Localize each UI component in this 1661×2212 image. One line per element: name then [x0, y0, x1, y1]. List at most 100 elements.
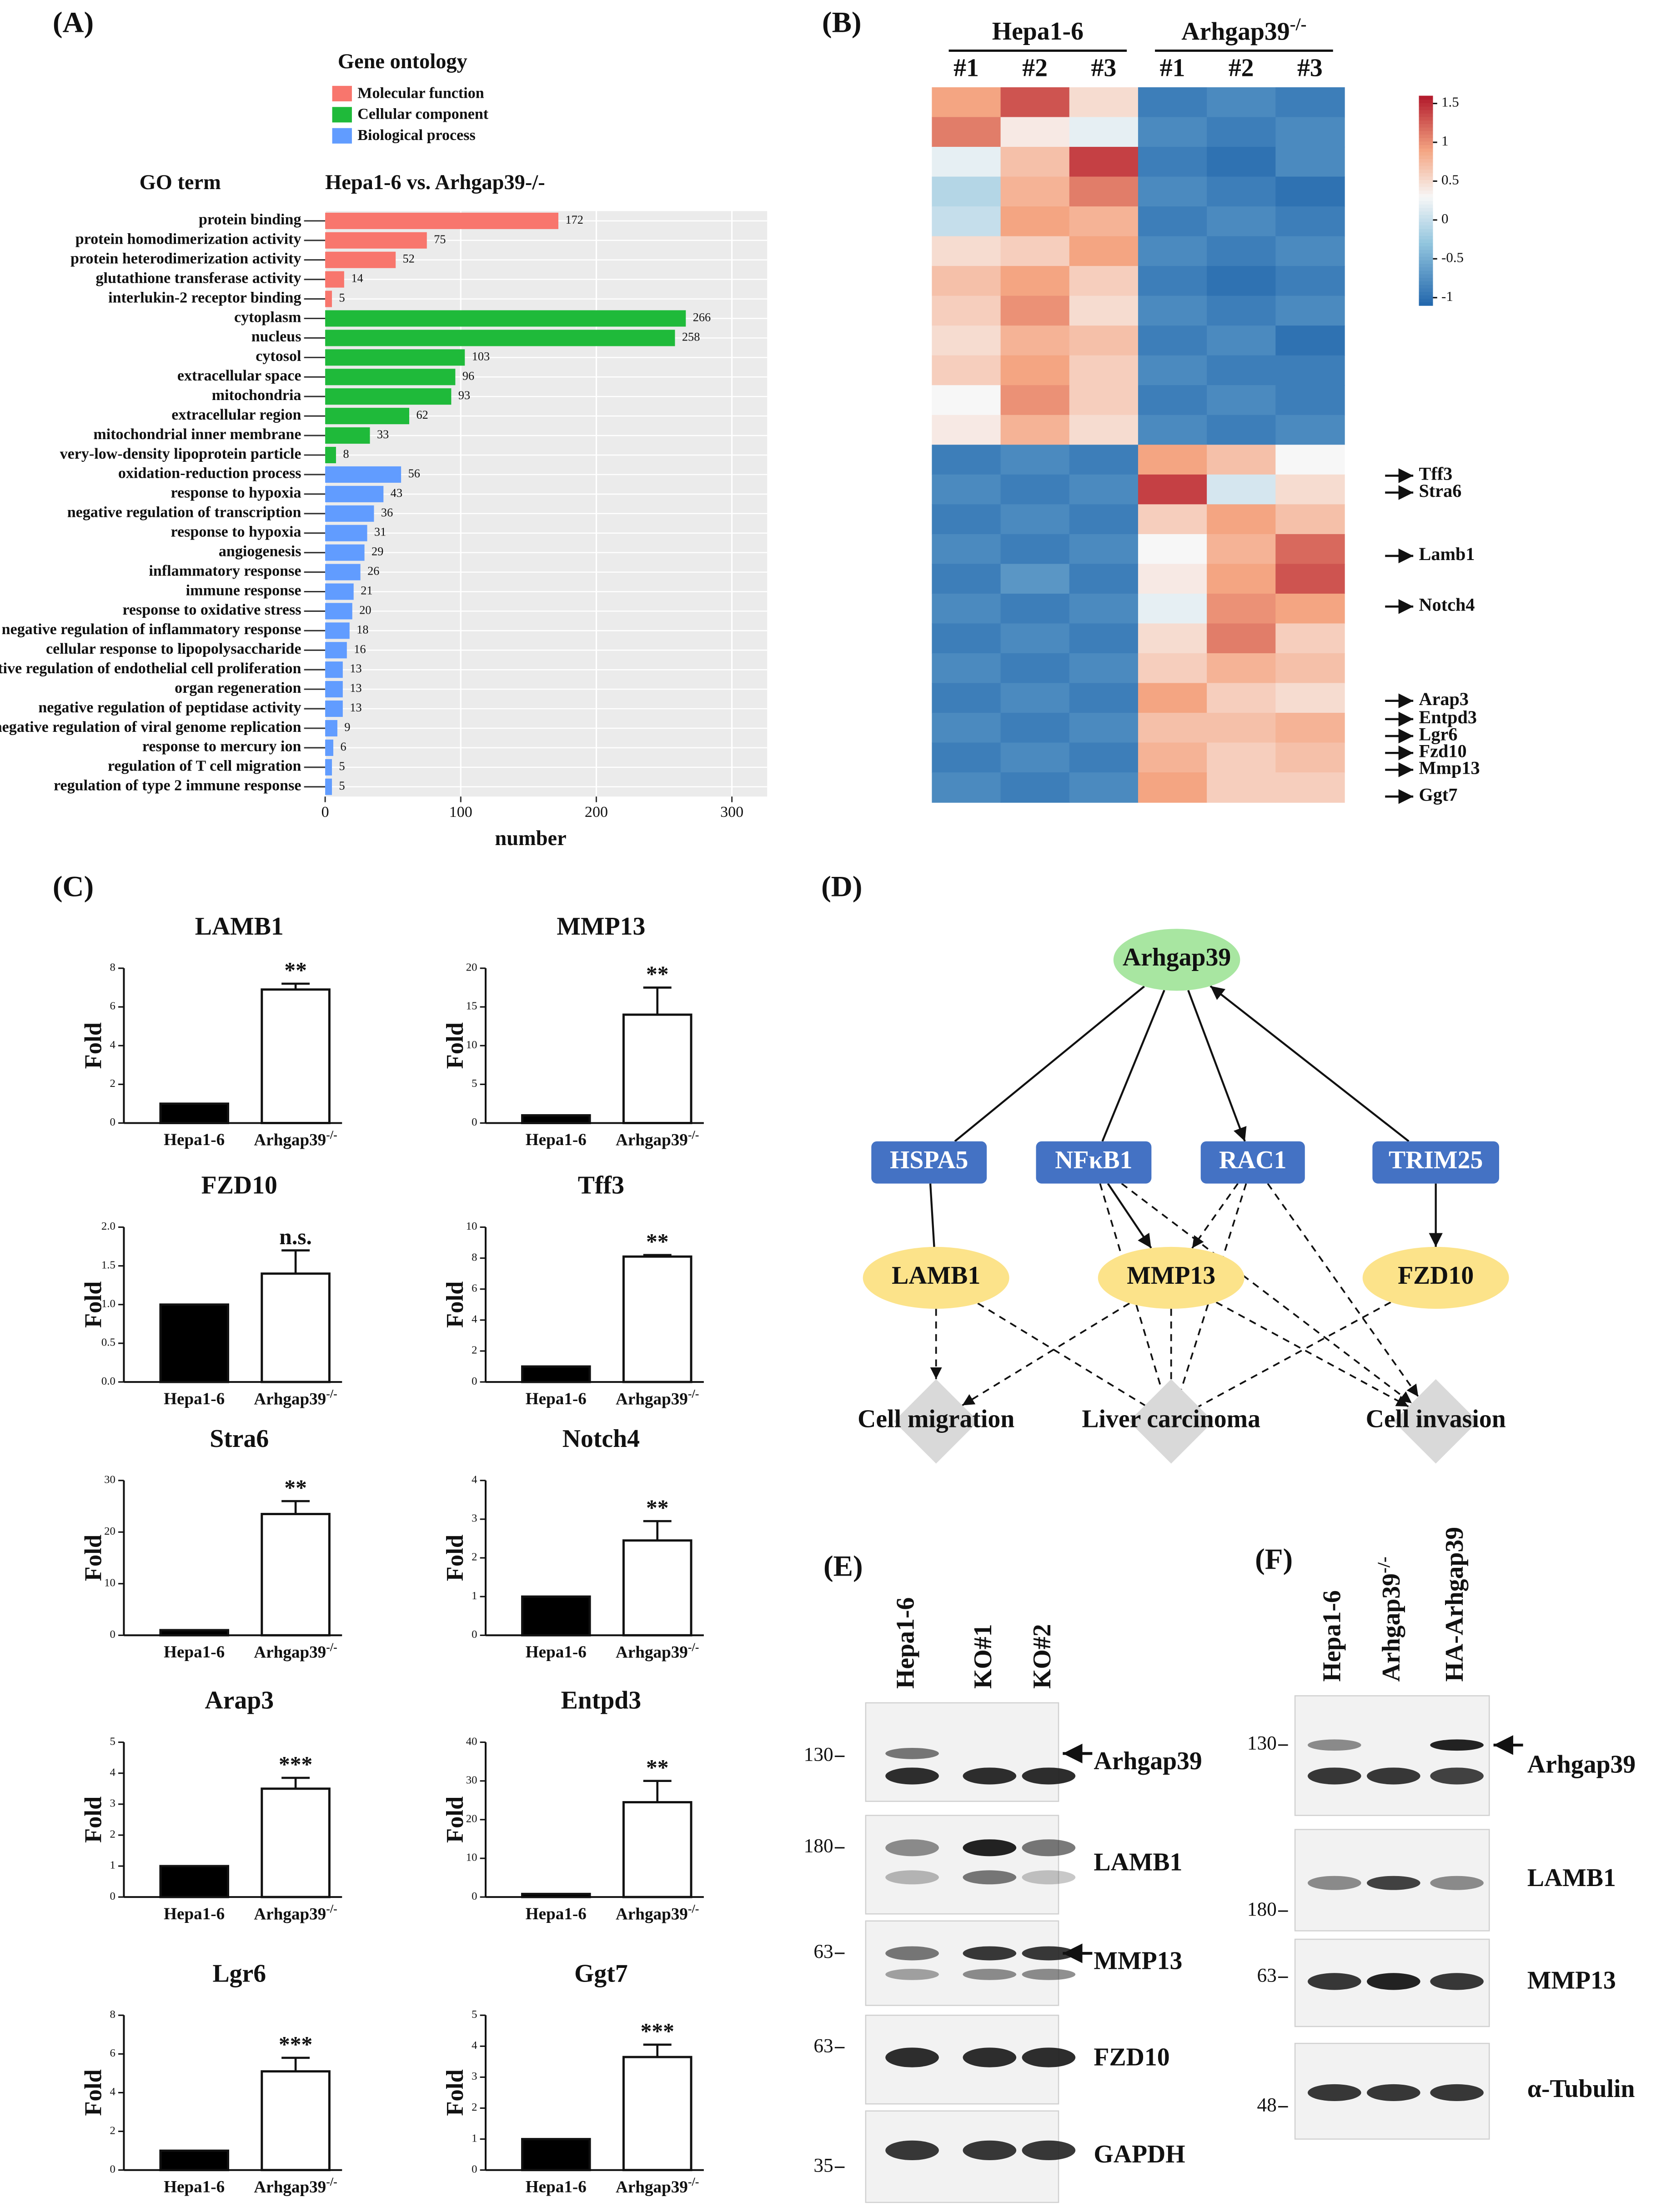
annotation: **	[646, 1229, 669, 1254]
gene-label: Fzd10	[1419, 741, 1467, 761]
colorbar-segment	[1419, 284, 1433, 289]
colorbar-segment	[1419, 302, 1433, 306]
x-tick-label: Hepa1-6	[164, 1643, 225, 1662]
bar	[325, 701, 343, 717]
heatmap-cell	[1138, 593, 1208, 624]
colorbar-segment	[1419, 249, 1433, 254]
colorbar-segment	[1419, 221, 1433, 225]
bar	[325, 446, 336, 464]
protein-label: α-Tubulin	[1527, 2075, 1635, 2103]
x-tick-label: Arhgap39-/-	[616, 1128, 699, 1149]
chart-title: LAMB1	[195, 912, 284, 941]
heatmap-cell	[1138, 534, 1208, 565]
network-edge	[929, 1183, 935, 1247]
data-label: 21	[361, 584, 372, 597]
heatmap-cell	[932, 534, 1001, 565]
heatmap-cell	[932, 385, 1001, 416]
y-tick-label: 0	[110, 1628, 115, 1641]
heatmap-cell	[1207, 534, 1276, 565]
bar	[622, 2056, 693, 2172]
chart-title: MMP13	[557, 912, 645, 941]
data-label: 18	[356, 623, 368, 636]
y-tick-label: protein heterodimerization activity	[70, 250, 301, 267]
node-label: Liver carcinoma	[1082, 1405, 1260, 1433]
y-tick-label: 1.0	[101, 1297, 115, 1310]
gene-label: Notch4	[1419, 595, 1475, 615]
y-tick-label: 10	[466, 1852, 477, 1864]
heatmap-cell	[1207, 147, 1276, 177]
heatmap-cell	[1069, 742, 1139, 773]
heatmap-cell	[1207, 742, 1276, 773]
bar	[261, 1787, 331, 1898]
heatmap-cell	[1138, 266, 1208, 296]
node-label: FZD10	[1398, 1261, 1474, 1290]
colorbar-segment	[1419, 124, 1433, 128]
heatmap-cell	[1275, 415, 1345, 445]
blot-membrane	[865, 1920, 1059, 2006]
group-label: Arhgap39-/-	[1181, 15, 1306, 45]
colorbar-segment	[1419, 253, 1433, 257]
bar	[325, 232, 427, 249]
heatmap-cell	[1000, 742, 1070, 773]
data-label: 16	[354, 642, 366, 656]
heatmap-cell	[1000, 445, 1070, 475]
axis-title: GO term	[140, 171, 221, 194]
legend-label: Biological process	[357, 127, 475, 144]
bar	[325, 427, 370, 444]
bar	[325, 369, 456, 385]
protein-label: MMP13	[1094, 1947, 1182, 1975]
y-tick-label: 0	[110, 1890, 115, 1902]
y-tick-label: 6	[472, 1282, 477, 1294]
x-tick-label: Hepa1-6	[164, 1905, 225, 1923]
heatmap-cell	[1138, 355, 1208, 386]
heatmap-cell	[1207, 355, 1276, 386]
y-tick-label: protein binding	[199, 211, 301, 228]
heatmap-cell	[1000, 147, 1070, 177]
legend-swatch	[332, 85, 352, 101]
y-tick-label: 0.0	[101, 1375, 115, 1387]
column-label: #1	[1160, 54, 1185, 82]
y-tick-label: negative regulation of inflammatory resp…	[2, 621, 301, 638]
chart-title: Stra6	[210, 1425, 269, 1453]
colorbar-segment	[1419, 288, 1433, 292]
chart-title: Lgr6	[212, 1959, 266, 1987]
axis-title: Fold	[442, 1022, 468, 1069]
y-tick-label: response to hypoxia	[171, 485, 301, 501]
blot-band	[963, 1870, 1017, 1885]
data-label: 13	[350, 662, 361, 675]
blot-band	[963, 1767, 1017, 1785]
colorbar-segment	[1419, 228, 1433, 233]
node-label: RAC1	[1219, 1146, 1287, 1174]
heatmap-cell	[1069, 117, 1139, 148]
x-tick-label: Arhgap39-/-	[254, 1641, 337, 1662]
heatmap-cell	[1207, 295, 1276, 326]
annotation: **	[284, 958, 307, 983]
y-tick-label: 0	[110, 1116, 115, 1128]
heatmap-cell	[1138, 117, 1208, 148]
heatmap-cell	[1138, 445, 1208, 475]
heatmap-cell	[1000, 772, 1070, 803]
y-tick-label: 20	[466, 1813, 477, 1825]
heatmap-cell	[932, 87, 1001, 118]
blot-band	[1022, 1767, 1076, 1785]
colorbar-segment	[1419, 162, 1433, 166]
heatmap-cell	[1207, 176, 1276, 207]
x-tick-label: Hepa1-6	[526, 1905, 587, 1923]
heatmap-cell	[1069, 176, 1139, 207]
x-tick-label: Arhgap39-/-	[616, 1387, 699, 1408]
heatmap-cell	[1275, 445, 1345, 475]
data-label: 96	[462, 369, 474, 382]
annotation: **	[646, 1755, 669, 1780]
y-tick-label: 5	[472, 1077, 477, 1090]
blot-band	[885, 1946, 939, 1961]
bar	[261, 1272, 331, 1383]
heatmap-cell	[1000, 325, 1070, 356]
gene-label: Tff3	[1419, 464, 1453, 484]
blot-band	[1366, 2084, 1420, 2102]
bar	[622, 1013, 693, 1124]
heatmap-cell	[1000, 713, 1070, 743]
bar	[325, 544, 365, 561]
chart-title: Entpd3	[561, 1687, 642, 1715]
data-label: 20	[359, 603, 371, 616]
y-tick-label: immune response	[186, 582, 301, 599]
